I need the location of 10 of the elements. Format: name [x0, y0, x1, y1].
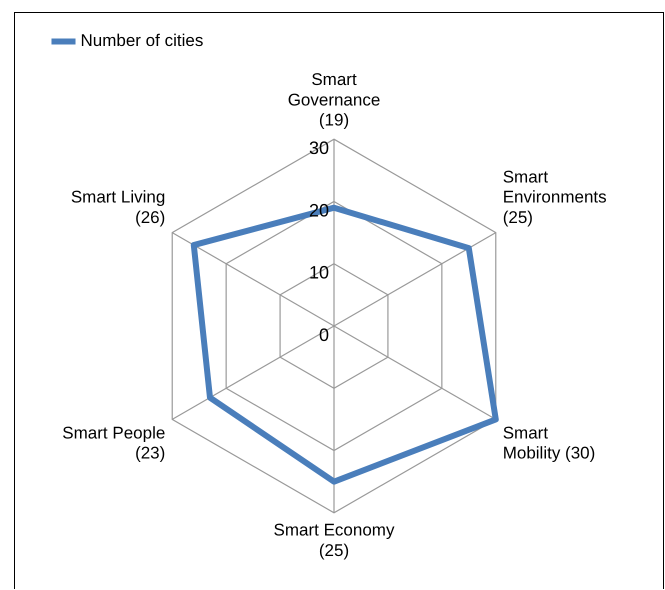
spoke-label: Smart Environments (25) [502, 167, 607, 228]
legend-label: Number of cities [80, 31, 204, 50]
spoke-label: Smart Mobility (30) [502, 423, 596, 463]
y-tick-label: 0 [318, 324, 329, 345]
spoke-label: Smart Governance (19) [288, 70, 380, 130]
y-tick-label: 10 [308, 262, 329, 283]
spoke-label: Smart People (23) [62, 423, 166, 463]
spoke-label: Smart Economy (25) [274, 520, 395, 560]
y-tick-label: 30 [308, 138, 329, 158]
spoke-label: Smart Living (26) [70, 188, 166, 228]
